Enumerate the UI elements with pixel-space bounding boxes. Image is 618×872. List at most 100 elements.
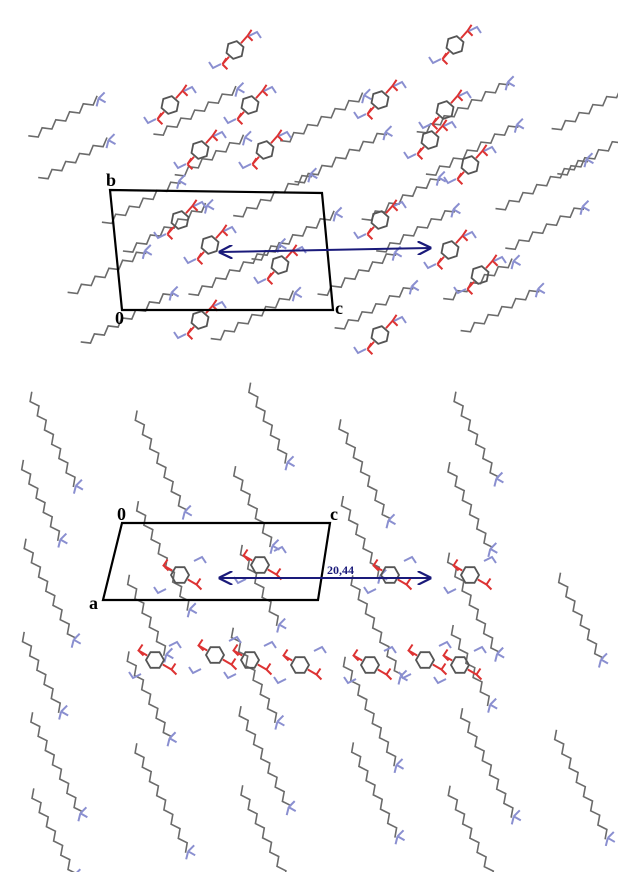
carboxylate [461,25,473,38]
amine-group [383,126,392,140]
alkyl-chain [339,419,391,519]
alkyl-chain [128,575,166,656]
aromatic-ring [257,141,274,159]
ammonium [174,302,226,338]
carboxylate [234,645,243,656]
alkyl-chain [280,93,363,142]
ammonium [354,317,406,353]
aromatic-ring [242,96,259,114]
carboxylate [386,80,398,93]
carboxylate [284,650,293,661]
alkyl-chain [81,294,173,343]
alkyl-chain [135,743,187,853]
alkyl-chain [496,161,588,210]
amine-group [395,759,404,773]
amine-group [506,76,515,90]
alkyl-chain [505,208,584,249]
carboxylate [163,664,177,675]
alkyl-chain [559,573,604,658]
amine-group [286,456,295,470]
carboxylate [206,130,218,143]
carboxylate [223,659,237,670]
ammonium [454,257,506,293]
carboxylate [432,117,439,129]
ammonium [354,82,406,118]
carboxylate [308,669,322,680]
carboxylate [451,90,463,103]
distance-label: 20,44 [327,563,354,577]
molecules [22,25,618,872]
carboxylate [444,650,453,661]
aromatic-ring [291,657,309,673]
carboxylate [367,342,374,354]
carboxylate [188,579,202,590]
carboxylate [378,669,392,680]
ammonium [184,227,236,263]
alkyl-chain [454,392,499,477]
aromatic-ring [241,652,259,668]
amine-group [205,200,214,214]
axis-label: c [330,504,338,524]
amine-group [410,280,419,294]
aromatic-ring [361,657,379,673]
alkyl-chain [38,138,107,179]
carboxylate [354,650,363,661]
alkyl-chain [417,84,510,133]
amine-group [183,506,192,520]
amine-group [512,810,521,824]
amine-group [362,89,371,103]
amine-group [451,203,460,217]
amine-group [606,832,615,846]
carboxylate [197,252,204,264]
axis-label: 0 [115,308,124,328]
alkyl-chain [241,785,293,872]
amine-group [488,699,497,713]
aromatic-ring [381,567,399,583]
carboxylate [222,57,229,69]
carboxylate [216,225,228,238]
crystal-figure: b 0 c 20,44 0 c a [0,0,618,872]
aromatic-ring [192,141,209,159]
carboxylate [241,30,253,43]
alkyl-chain [22,460,60,541]
carboxylate [437,257,444,269]
amine-group [277,619,286,633]
amine-group [495,648,504,662]
carboxylate [457,172,464,184]
amine-group [512,255,521,269]
carboxylate [258,664,272,675]
aromatic-ring [162,96,179,114]
carboxylate [398,579,412,590]
ammonium [354,202,406,238]
amine-group [78,807,87,821]
aromatic-ring [461,567,479,583]
alkyl-chain [30,392,75,487]
amine-group [275,716,284,730]
aromatic-ring [192,311,209,329]
alkyl-chain [31,712,83,812]
carboxylate [478,579,492,590]
amine-group [235,83,244,97]
alkyl-chain [443,259,512,300]
carboxylate [442,52,449,64]
alkyl-chain [28,96,97,137]
alkyl-chain [555,730,607,840]
aromatic-ring [447,36,464,54]
aromatic-ring [442,241,459,259]
alkyl-chain [335,288,414,329]
alkyl-chain [211,291,294,340]
ammonium [424,232,476,268]
amine-group [186,845,195,859]
alkyl-chain [252,211,335,260]
amine-group [536,283,545,297]
aromatic-ring [462,156,479,174]
alkyl-chain [24,539,76,639]
alkyl-chain [557,126,618,175]
amine-group [59,706,68,720]
amine-group [243,131,252,145]
amine-group [580,201,589,215]
carboxylate [164,560,173,571]
carboxylate [367,227,374,239]
aromatic-ring [416,652,434,668]
carboxylate [256,85,268,98]
